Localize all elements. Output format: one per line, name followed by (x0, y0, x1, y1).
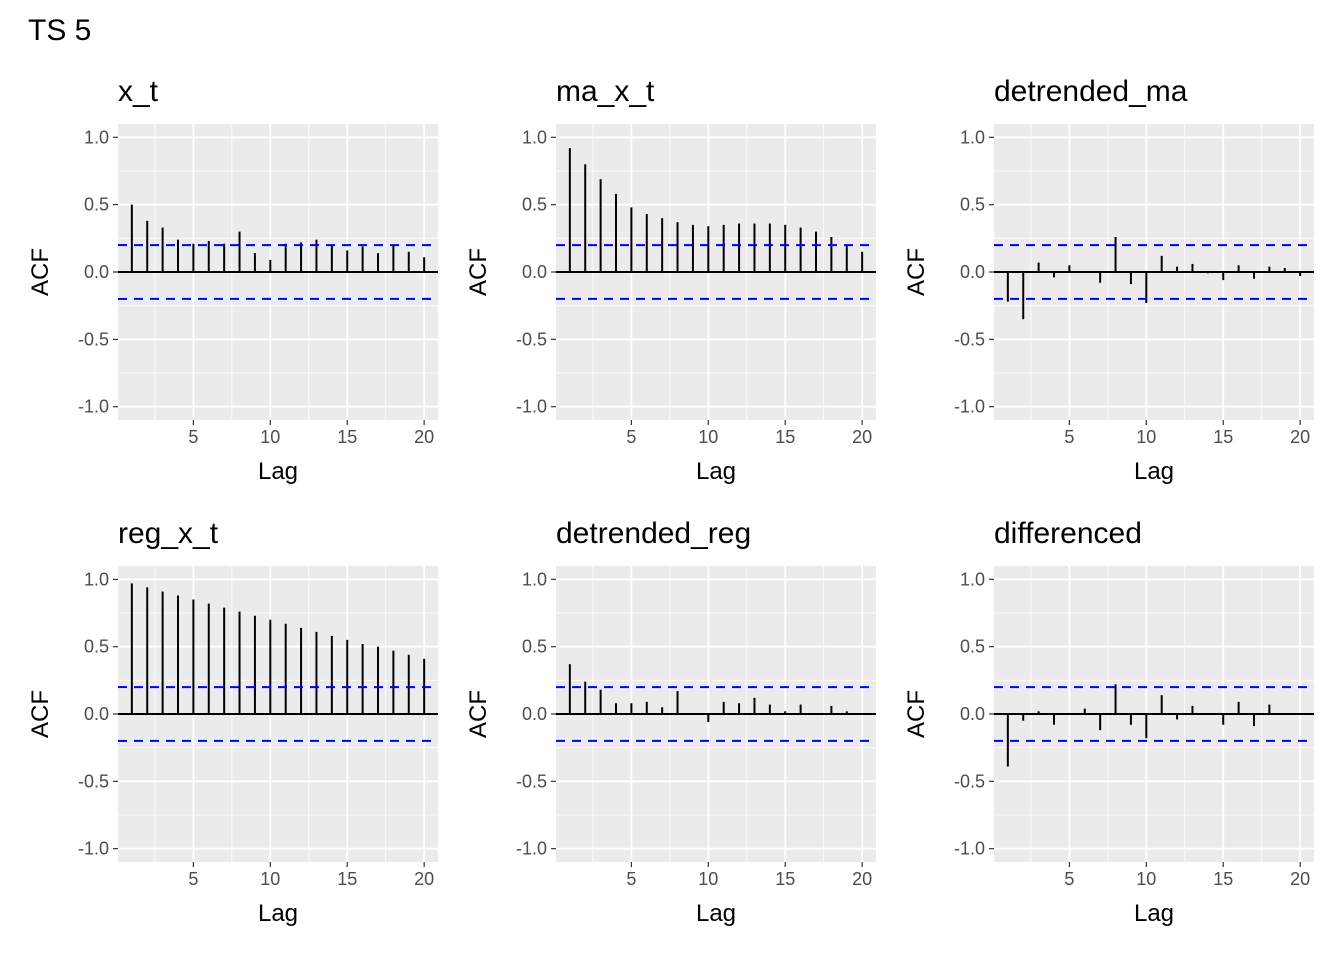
x-axis-label: Lag (696, 458, 736, 485)
x-tick-label: 5 (188, 427, 198, 447)
y-tick-label: 0.5 (522, 637, 547, 657)
y-axis-label: ACF (465, 690, 492, 738)
y-tick-label: -0.5 (516, 329, 547, 349)
panel-title: reg_x_t (118, 517, 219, 550)
y-tick-label: -1.0 (78, 397, 109, 417)
y-tick-label: 0.5 (522, 195, 547, 215)
panel-title: x_t (118, 75, 159, 108)
y-tick-label: 1.0 (522, 569, 547, 589)
acf-panel: 1.0 0.5 0.0 -0.5 -1.0 5 10 15 20 reg_x_t Lag ACF (27, 517, 438, 927)
x-tick-label: 5 (1064, 427, 1074, 447)
y-tick-label: -0.5 (516, 771, 547, 791)
x-tick-label: 15 (1213, 869, 1233, 889)
panel-title: detrended_ma (994, 75, 1188, 108)
y-axis-label: ACF (465, 248, 492, 296)
y-tick-label: -0.5 (954, 329, 985, 349)
acf-panel: 1.0 0.5 0.0 -0.5 -1.0 5 10 15 20 ma_x_t Lag ACF (465, 75, 876, 485)
y-tick-label: 1.0 (960, 569, 985, 589)
y-tick-label: 1.0 (960, 127, 985, 147)
x-axis-label: Lag (696, 900, 736, 927)
x-tick-label: 15 (775, 427, 795, 447)
y-tick-label: 0.0 (960, 704, 985, 724)
x-tick-label: 10 (698, 869, 718, 889)
x-tick-label: 10 (1136, 427, 1156, 447)
y-tick-label: -0.5 (954, 771, 985, 791)
y-tick-label: -1.0 (516, 397, 547, 417)
x-tick-label: 15 (1213, 427, 1233, 447)
x-tick-label: 20 (1290, 869, 1310, 889)
y-tick-label: -1.0 (954, 839, 985, 859)
acf-panel: 1.0 0.5 0.0 -0.5 -1.0 5 10 15 20 detrended_ma Lag A… (903, 75, 1314, 485)
x-tick-label: 10 (260, 427, 280, 447)
figure-title: TS 5 (28, 14, 91, 47)
y-axis-label: ACF (27, 248, 54, 296)
y-tick-label: -1.0 (516, 839, 547, 859)
x-tick-label: 5 (626, 427, 636, 447)
y-tick-label: 0.5 (960, 637, 985, 657)
panel-title: ma_x_t (556, 75, 655, 108)
y-axis-label: ACF (903, 690, 930, 738)
x-axis-label: Lag (258, 458, 298, 485)
x-tick-label: 20 (852, 869, 872, 889)
y-tick-label: -1.0 (954, 397, 985, 417)
x-tick-label: 15 (337, 427, 357, 447)
x-tick-label: 20 (1290, 427, 1310, 447)
y-tick-label: 0.0 (522, 704, 547, 724)
y-tick-label: 0.5 (960, 195, 985, 215)
y-tick-label: 0.0 (84, 262, 109, 282)
panel-title: detrended_reg (556, 517, 751, 550)
y-axis-label: ACF (27, 690, 54, 738)
panels: 1.0 0.5 0.0 -0.5 -1.0 5 10 15 20 x_t Lag ACF 1.0 0.5 0… (27, 75, 1314, 927)
y-tick-label: -0.5 (78, 329, 109, 349)
x-tick-label: 5 (626, 869, 636, 889)
panel-title: differenced (994, 517, 1142, 550)
y-axis-label: ACF (903, 248, 930, 296)
x-tick-label: 5 (188, 869, 198, 889)
y-tick-label: -0.5 (78, 771, 109, 791)
y-tick-label: 0.0 (522, 262, 547, 282)
x-tick-label: 15 (775, 869, 795, 889)
x-tick-label: 10 (698, 427, 718, 447)
x-tick-label: 20 (414, 427, 434, 447)
acf-panel: 1.0 0.5 0.0 -0.5 -1.0 5 10 15 20 differenced Lag AC… (903, 517, 1314, 927)
y-tick-label: 1.0 (84, 569, 109, 589)
x-axis-label: Lag (1134, 900, 1174, 927)
x-tick-label: 20 (414, 869, 434, 889)
y-tick-label: 0.5 (84, 637, 109, 657)
x-tick-label: 10 (1136, 869, 1156, 889)
x-axis-label: Lag (1134, 458, 1174, 485)
y-tick-label: 1.0 (84, 127, 109, 147)
y-tick-label: 0.0 (84, 704, 109, 724)
acf-panel: 1.0 0.5 0.0 -0.5 -1.0 5 10 15 20 detrended_reg Lag… (465, 517, 876, 927)
x-axis-label: Lag (258, 900, 298, 927)
y-tick-label: -1.0 (78, 839, 109, 859)
x-tick-label: 10 (260, 869, 280, 889)
y-tick-label: 0.5 (84, 195, 109, 215)
x-tick-label: 15 (337, 869, 357, 889)
acf-panel: 1.0 0.5 0.0 -0.5 -1.0 5 10 15 20 x_t Lag ACF (27, 75, 438, 485)
x-tick-label: 5 (1064, 869, 1074, 889)
y-tick-label: 1.0 (522, 127, 547, 147)
x-tick-label: 20 (852, 427, 872, 447)
y-tick-label: 0.0 (960, 262, 985, 282)
